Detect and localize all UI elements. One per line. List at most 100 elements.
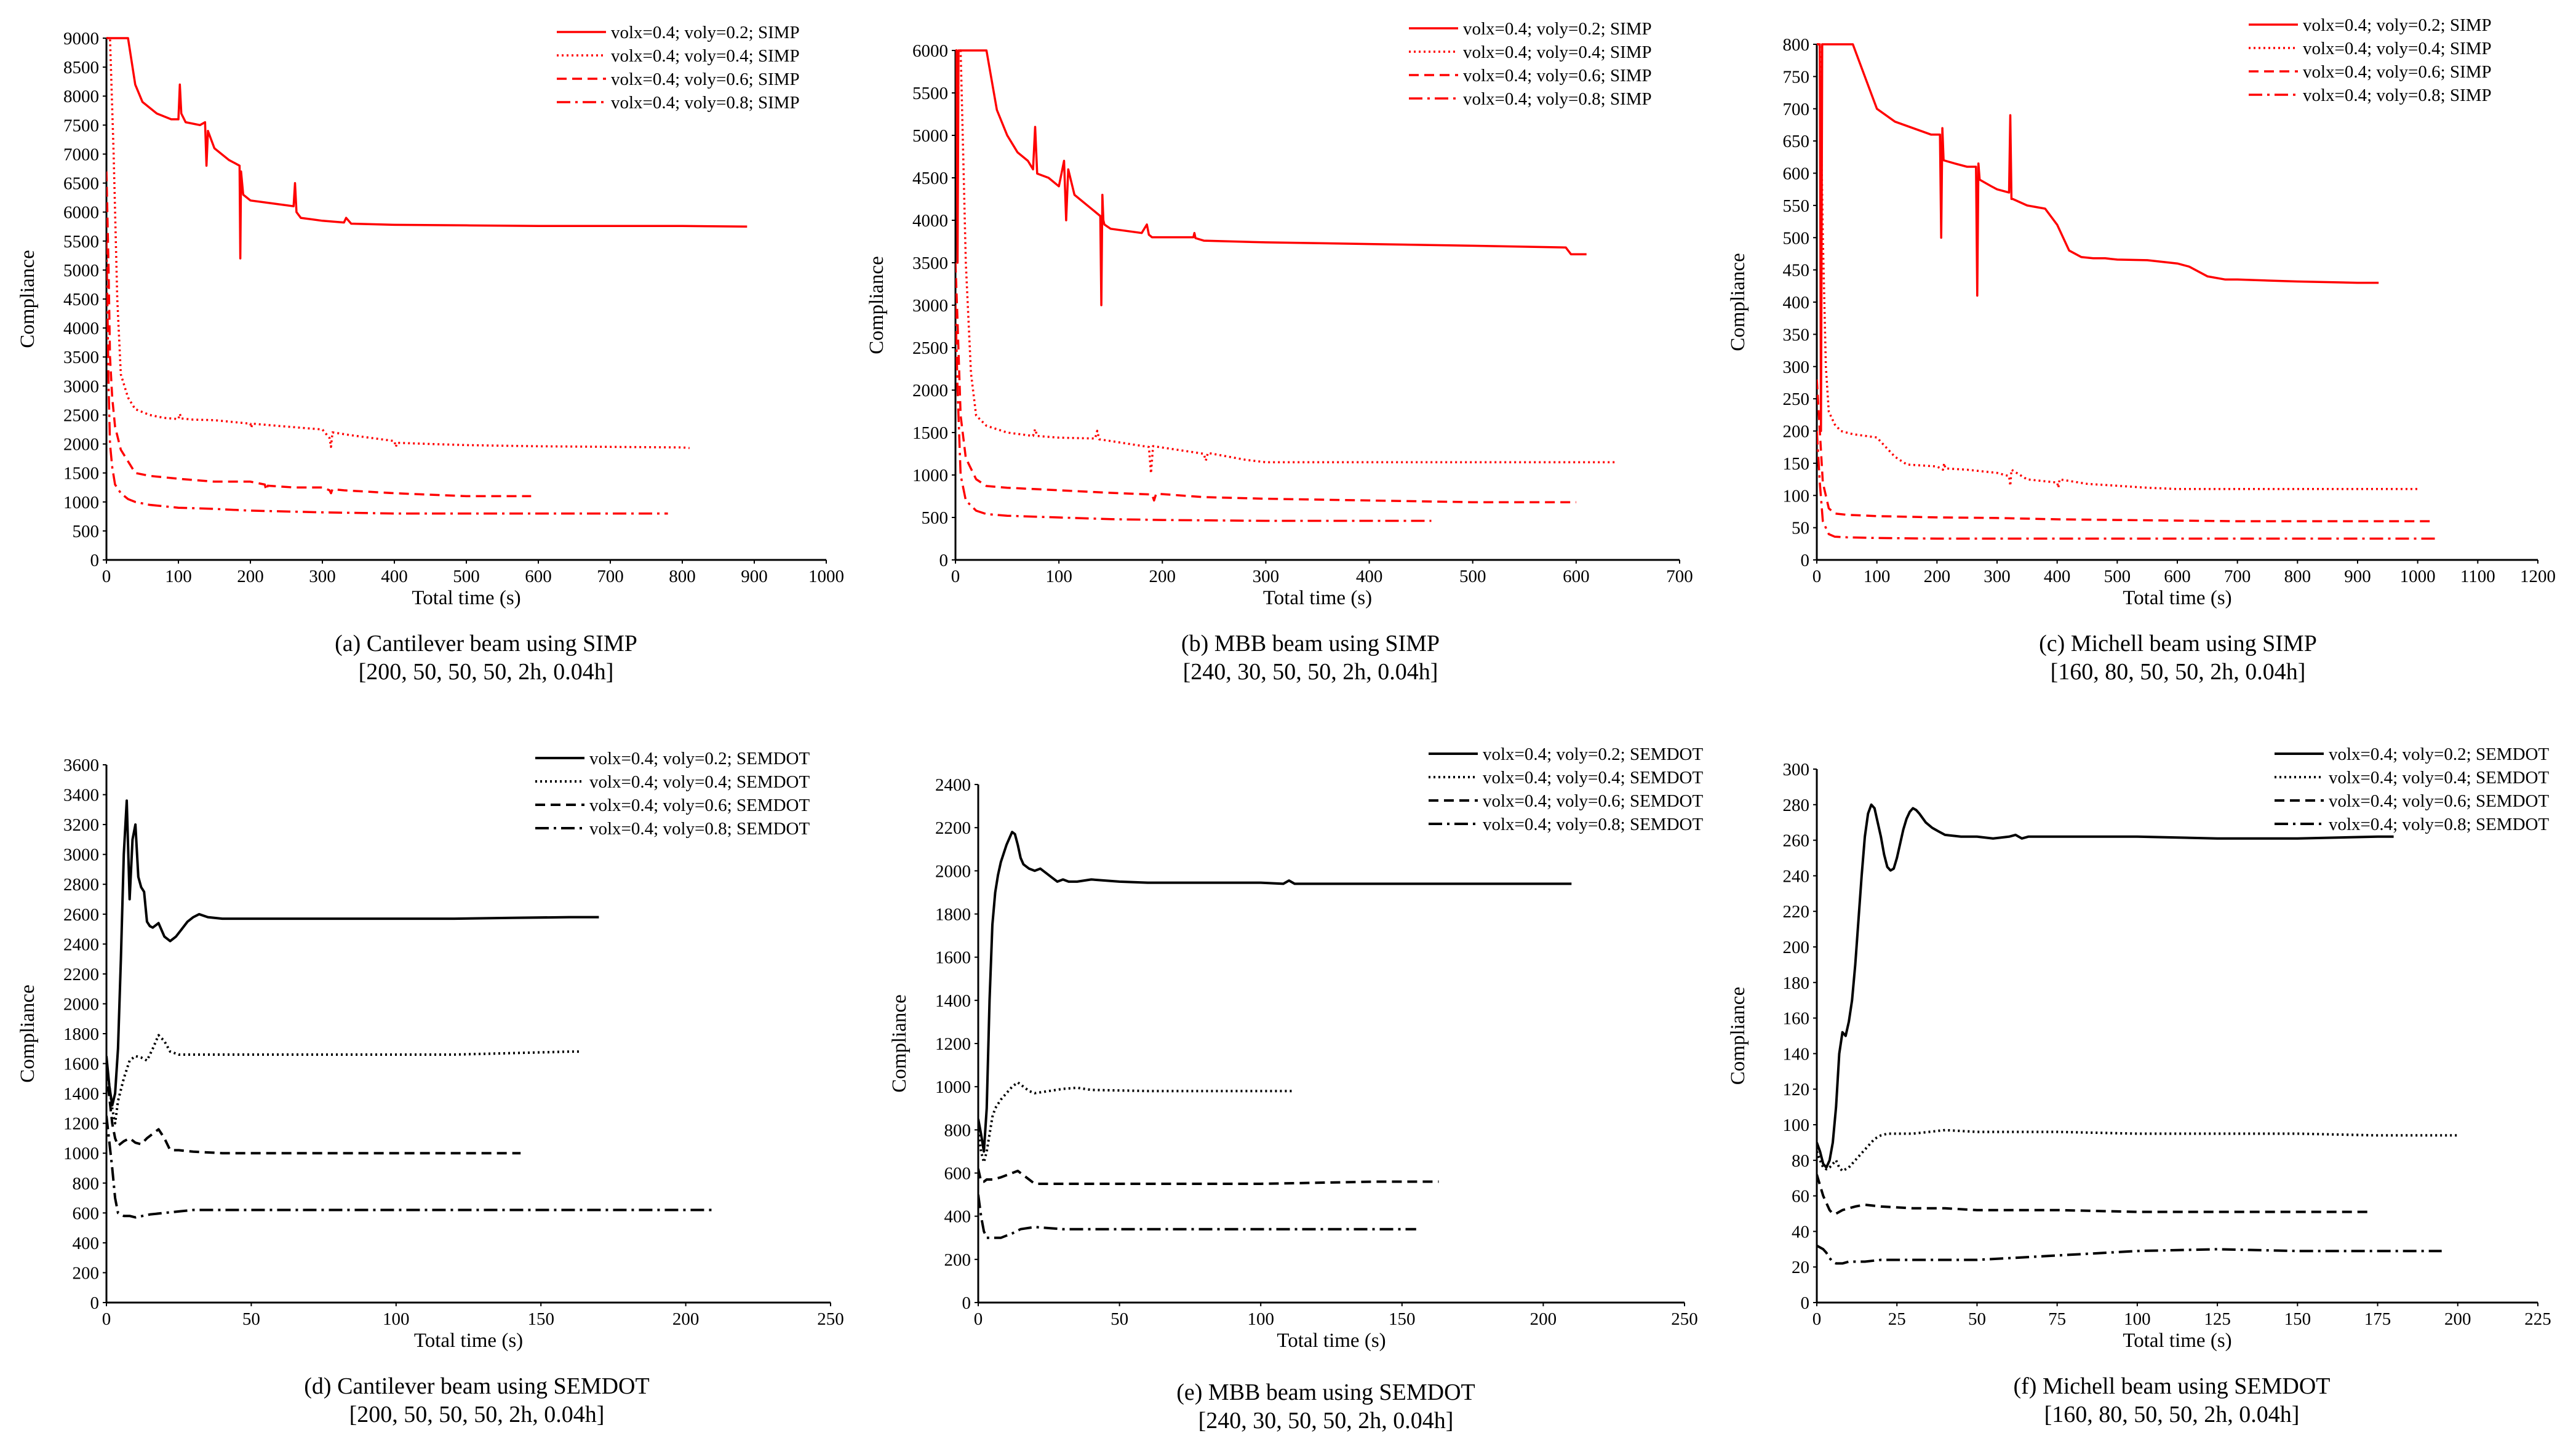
y-tick-label: 50 [1792,519,1809,538]
y-tick-label: 400 [1783,293,1810,313]
y-tick-label: 3400 [63,786,99,805]
series-line-2 [1817,1128,2458,1173]
caption-params: [200, 50, 50, 50, 2h, 0.04h] [359,659,614,685]
x-tick-label: 225 [2524,1309,2551,1329]
series-line-4 [1817,431,2436,540]
x-tick-label: 300 [1253,567,1280,586]
y-tick-label: 60 [1792,1187,1809,1207]
x-tick-label: 100 [383,1309,410,1329]
x-axis-label: Total time (s) [412,587,520,609]
y-tick-label: 2000 [935,861,971,881]
x-tick-label: 600 [2164,567,2191,586]
series-line-2 [978,1081,1295,1164]
series-line-2 [1817,43,2418,490]
x-tick-label: 175 [2364,1309,2391,1329]
x-tick-label: 100 [1864,567,1891,586]
y-tick-label: 2200 [935,818,971,838]
x-tick-label: 1100 [2460,567,2495,586]
y-tick-label: 1000 [935,1077,971,1097]
y-tick-label: 220 [1783,902,1810,922]
legend-entry-3: volx=0.4; voly=0.6; SIMP [611,70,800,89]
y-axis-label: Compliance [17,250,39,348]
caption-title: (b) MBB beam using SIMP [1181,631,1440,657]
x-tick-label: 0 [102,567,111,586]
y-tick-label: 1800 [935,905,971,925]
x-tick-label: 200 [1530,1309,1557,1329]
y-tick-label: 2400 [63,935,99,954]
legend-entry-4: volx=0.4; voly=0.8; SIMP [1463,89,1652,109]
legend-entry-3: volx=0.4; voly=0.6; SEMDOT [589,796,810,815]
x-axis-label: Total time (s) [2123,1330,2231,1352]
x-tick-label: 300 [309,567,336,586]
series-line-2 [106,37,690,449]
legend-entry-4: volx=0.4; voly=0.8; SEMDOT [1483,815,1703,834]
x-tick-label: 700 [2224,567,2251,586]
caption-title: (d) Cantilever beam using SEMDOT [304,1373,649,1399]
legend-entry-2: volx=0.4; voly=0.4; SIMP [611,46,800,66]
y-tick-label: 1500 [912,423,948,443]
series-line-1 [955,49,1587,306]
y-tick-label: 2500 [63,405,99,425]
y-tick-label: 600 [1783,164,1810,184]
y-tick-label: 2800 [63,875,99,895]
x-tick-label: 400 [381,567,408,586]
y-tick-label: 2500 [912,338,948,358]
x-tick-label: 75 [2048,1309,2066,1329]
y-tick-label: 2000 [912,381,948,401]
x-tick-label: 100 [1247,1309,1274,1329]
y-tick-label: 3500 [912,253,948,273]
panel-e: 0200400600800100012001400160018002000220… [888,744,1703,1434]
y-tick-label: 0 [962,1293,971,1313]
x-tick-label: 200 [1924,567,1951,586]
y-tick-label: 2600 [63,905,99,925]
x-tick-label: 250 [817,1309,844,1329]
x-tick-label: 900 [741,567,768,586]
y-tick-label: 500 [1783,228,1810,248]
series-line-3 [978,1168,1439,1185]
legend-entry-1: volx=0.4; voly=0.2; SEMDOT [2329,744,2549,764]
y-tick-label: 200 [1783,422,1810,442]
caption-title: (a) Cantilever beam using SIMP [335,631,637,657]
y-tick-label: 4000 [912,211,948,231]
y-tick-label: 800 [1783,35,1810,55]
y-tick-label: 4500 [63,290,99,309]
caption-params: [160, 80, 50, 50, 2h, 0.04h] [2051,659,2306,685]
y-tick-label: 180 [1783,973,1810,993]
y-tick-label: 0 [1801,1293,1810,1313]
y-tick-label: 80 [1792,1151,1809,1171]
y-axis-label: Compliance [17,984,39,1082]
y-tick-label: 250 [1783,389,1810,409]
y-tick-label: 6000 [912,41,948,61]
y-tick-label: 1400 [935,991,971,1011]
series-line-2 [106,1034,582,1125]
x-tick-label: 100 [2124,1309,2151,1329]
y-tick-label: 3000 [63,845,99,865]
legend-entry-1: volx=0.4; voly=0.2; SEMDOT [1483,744,1703,764]
x-tick-label: 200 [2444,1309,2471,1329]
y-tick-label: 300 [1783,760,1810,780]
y-tick-label: 150 [1783,454,1810,474]
legend-entry-2: volx=0.4; voly=0.4; SEMDOT [1483,768,1703,788]
x-tick-label: 50 [1111,1309,1128,1329]
y-tick-label: 350 [1783,325,1810,345]
x-tick-label: 50 [1968,1309,1986,1329]
y-axis-label: Compliance [866,256,888,354]
y-tick-label: 100 [1783,1116,1810,1135]
x-tick-label: 250 [1671,1309,1698,1329]
y-tick-label: 800 [944,1120,971,1140]
y-tick-label: 120 [1783,1080,1810,1100]
legend-entry-4: volx=0.4; voly=0.8; SEMDOT [589,819,810,839]
x-tick-label: 1200 [2520,567,2556,586]
legend-entry-2: volx=0.4; voly=0.4; SEMDOT [2329,768,2549,788]
y-tick-label: 5500 [63,232,99,252]
y-tick-label: 1200 [63,1114,99,1134]
x-tick-label: 0 [1812,1309,1822,1329]
y-tick-label: 450 [1783,261,1810,281]
series-line-1 [978,831,1572,1153]
panel-b: 0500100015002000250030003500400045005000… [866,19,1693,685]
y-tick-label: 260 [1783,831,1810,851]
series-line-3 [1817,1174,2368,1215]
y-tick-label: 7500 [63,116,99,135]
y-tick-label: 8500 [63,58,99,78]
y-tick-label: 1400 [63,1084,99,1104]
